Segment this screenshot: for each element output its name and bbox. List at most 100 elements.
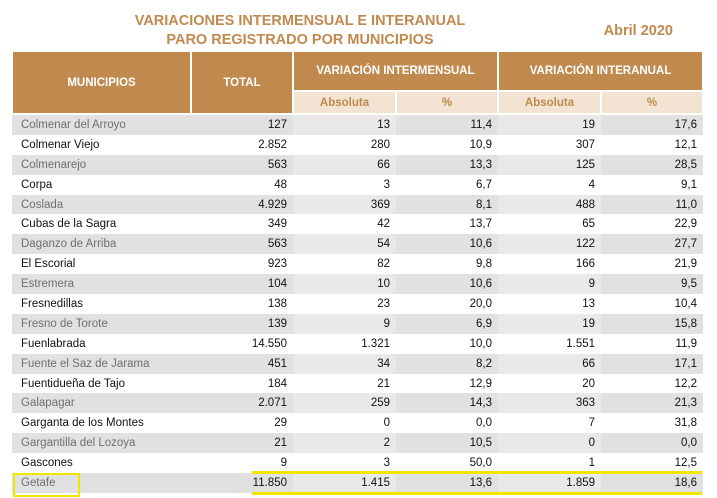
interanual-pct-cell: 28,5 bbox=[601, 154, 704, 175]
interanual-absoluta-cell: 20 bbox=[582, 377, 596, 390]
total-cell: 11.850 bbox=[191, 473, 293, 493]
total-cell: 563 bbox=[191, 154, 293, 175]
subheader-intermensual-pct: % bbox=[394, 90, 500, 115]
interanual-absoluta-cell: 1.551 bbox=[566, 337, 596, 350]
interanual-absoluta-cell: 0 bbox=[498, 433, 602, 454]
intermensual-absoluta-cell: 2 bbox=[293, 433, 396, 454]
municipio-cell: Coslada bbox=[12, 194, 191, 215]
table-row: Colmenar del Arroyo 127 13 11,4 19 17,6 bbox=[12, 114, 704, 135]
interanual-pct-cell: 11,0 bbox=[601, 194, 704, 215]
municipio-cell: Fresno de Torote bbox=[12, 313, 191, 334]
subheader-interanual-absoluta: Absoluta bbox=[497, 90, 603, 115]
table-row: El Escorial 923 82 9,8 166 21,9 bbox=[12, 254, 703, 274]
municipio-cell: Galapagar bbox=[12, 393, 191, 414]
paro-table: MUNICIPIOS TOTAL VARIACIÓN INTERMENSUAL … bbox=[11, 50, 705, 493]
intermensual-absoluta-cell: 42 bbox=[377, 218, 390, 231]
interanual-pct-cell: 15,8 bbox=[601, 313, 704, 334]
col-header-intermensual: VARIACIÓN INTERMENSUAL bbox=[291, 50, 500, 92]
interanual-pct-cell: 11,9 bbox=[675, 337, 698, 350]
intermensual-pct-cell: 13,3 bbox=[396, 154, 499, 175]
intermensual-pct-cell: 8,1 bbox=[396, 194, 499, 215]
municipio-cell: Cubas de la Sagra bbox=[21, 218, 117, 231]
interanual-pct-cell: 9,5 bbox=[601, 274, 704, 295]
total-cell: 48 bbox=[274, 178, 287, 191]
municipio-cell: El Escorial bbox=[21, 258, 76, 271]
table-row: Coslada 4.929 369 8,1 488 11,0 bbox=[12, 194, 704, 215]
highlight-line-top bbox=[252, 471, 702, 474]
table-row: Gargantilla del Lozoya 21 2 10,5 0 0,0 bbox=[12, 433, 704, 454]
intermensual-absoluta-cell: 259 bbox=[293, 393, 396, 414]
interanual-pct-cell: 17,6 bbox=[601, 114, 704, 135]
interanual-absoluta-cell: 166 bbox=[575, 258, 596, 271]
table-row: Galapagar 2.071 259 14,3 363 21,3 bbox=[12, 393, 704, 414]
municipio-cell: Colmenar del Arroyo bbox=[12, 114, 191, 135]
municipio-cell: Corpa bbox=[21, 178, 53, 191]
interanual-absoluta-cell: 66 bbox=[498, 353, 602, 374]
interanual-pct-cell: 10,4 bbox=[674, 297, 698, 310]
total-cell: 923 bbox=[267, 258, 287, 271]
municipio-cell: Colmenar Viejo bbox=[21, 138, 100, 151]
highlight-line-bottom bbox=[252, 492, 702, 495]
municipio-cell: Estremera bbox=[12, 274, 191, 295]
interanual-pct-cell: 0,0 bbox=[601, 433, 704, 454]
intermensual-pct-cell: 6,7 bbox=[476, 178, 493, 191]
intermensual-absoluta-cell: 1.321 bbox=[361, 337, 390, 350]
interanual-absoluta-cell: 363 bbox=[498, 393, 602, 414]
interanual-pct-cell: 17,1 bbox=[601, 353, 704, 374]
intermensual-pct-cell: 0,0 bbox=[476, 417, 493, 430]
intermensual-pct-cell: 11,4 bbox=[396, 114, 499, 135]
intermensual-pct-cell: 20,0 bbox=[469, 297, 493, 310]
intermensual-pct-cell: 9,8 bbox=[476, 258, 493, 271]
interanual-absoluta-cell: 307 bbox=[575, 138, 596, 151]
interanual-absoluta-cell: 19 bbox=[498, 313, 602, 334]
interanual-absoluta-cell: 1 bbox=[588, 457, 596, 470]
title-line-1: VARIACIONES INTERMENSUAL E INTERANUAL bbox=[134, 13, 466, 29]
title-line-2: PARO REGISTRADO POR MUNICIPIOS bbox=[166, 32, 434, 48]
interanual-absoluta-cell: 19 bbox=[498, 114, 602, 135]
intermensual-absoluta-cell: 13 bbox=[293, 114, 396, 135]
municipio-cell: Gargantilla del Lozoya bbox=[12, 433, 191, 454]
table-row: Garganta de los Montes 29 0 0,0 7 31,8 bbox=[12, 413, 703, 433]
total-cell: 138 bbox=[267, 297, 287, 310]
intermensual-pct-cell: 10,0 bbox=[469, 337, 493, 350]
interanual-pct-cell: 27,7 bbox=[601, 234, 704, 255]
intermensual-absoluta-cell: 0 bbox=[383, 417, 390, 430]
interanual-absoluta-cell: 488 bbox=[498, 194, 602, 215]
intermensual-pct-cell: 10,6 bbox=[396, 274, 499, 295]
col-header-municipios: MUNICIPIOS bbox=[11, 50, 192, 115]
intermensual-pct-cell: 14,3 bbox=[396, 393, 499, 414]
table-row: Estremera 104 10 10,6 9 9,5 bbox=[12, 274, 704, 295]
total-cell: 2.852 bbox=[258, 138, 287, 151]
intermensual-pct-cell: 10,6 bbox=[396, 234, 499, 255]
total-cell: 9 bbox=[280, 457, 287, 470]
intermensual-absoluta-cell: 23 bbox=[377, 297, 390, 310]
interanual-absoluta-cell: 125 bbox=[498, 154, 602, 175]
interanual-pct-cell: 12,5 bbox=[674, 457, 698, 470]
interanual-pct-cell: 21,9 bbox=[674, 258, 698, 271]
total-cell: 139 bbox=[191, 313, 293, 334]
interanual-absoluta-cell: 4 bbox=[588, 178, 596, 191]
interanual-absoluta-cell: 13 bbox=[582, 297, 596, 310]
total-cell: 29 bbox=[274, 417, 287, 430]
intermensual-pct-cell: 50,0 bbox=[469, 457, 493, 470]
interanual-absoluta-cell: 1.859 bbox=[498, 473, 602, 493]
table-row: Fuente el Saz de Jarama 451 34 8,2 66 17,1 bbox=[12, 353, 704, 374]
intermensual-pct-cell: 6,9 bbox=[396, 313, 499, 334]
municipio-cell: Colmenarejo bbox=[12, 154, 191, 175]
intermensual-absoluta-cell: 3 bbox=[383, 457, 390, 470]
intermensual-absoluta-cell: 1.415 bbox=[293, 473, 396, 493]
intermensual-pct-cell: 13,6 bbox=[396, 473, 499, 493]
col-header-interanual: VARIACIÓN INTERANUAL bbox=[497, 50, 705, 92]
municipio-cell: Fresnedillas bbox=[21, 297, 83, 310]
total-cell: 451 bbox=[191, 353, 293, 374]
intermensual-pct-cell: 10,9 bbox=[469, 138, 493, 151]
total-cell: 14.550 bbox=[251, 337, 287, 350]
intermensual-absoluta-cell: 10 bbox=[293, 274, 396, 295]
intermensual-absoluta-cell: 9 bbox=[293, 313, 396, 334]
table-row: Fresnedillas 138 23 20,0 13 10,4 bbox=[12, 294, 703, 314]
interanual-pct-cell: 21,3 bbox=[601, 393, 704, 414]
table-row: Fuenlabrada 14.550 1.321 10,0 1.551 11,9 bbox=[12, 334, 703, 354]
total-cell: 2.071 bbox=[191, 393, 293, 414]
table-row: Gascones 9 3 50,0 1 12,5 bbox=[12, 453, 703, 473]
intermensual-absoluta-cell: 66 bbox=[293, 154, 396, 175]
